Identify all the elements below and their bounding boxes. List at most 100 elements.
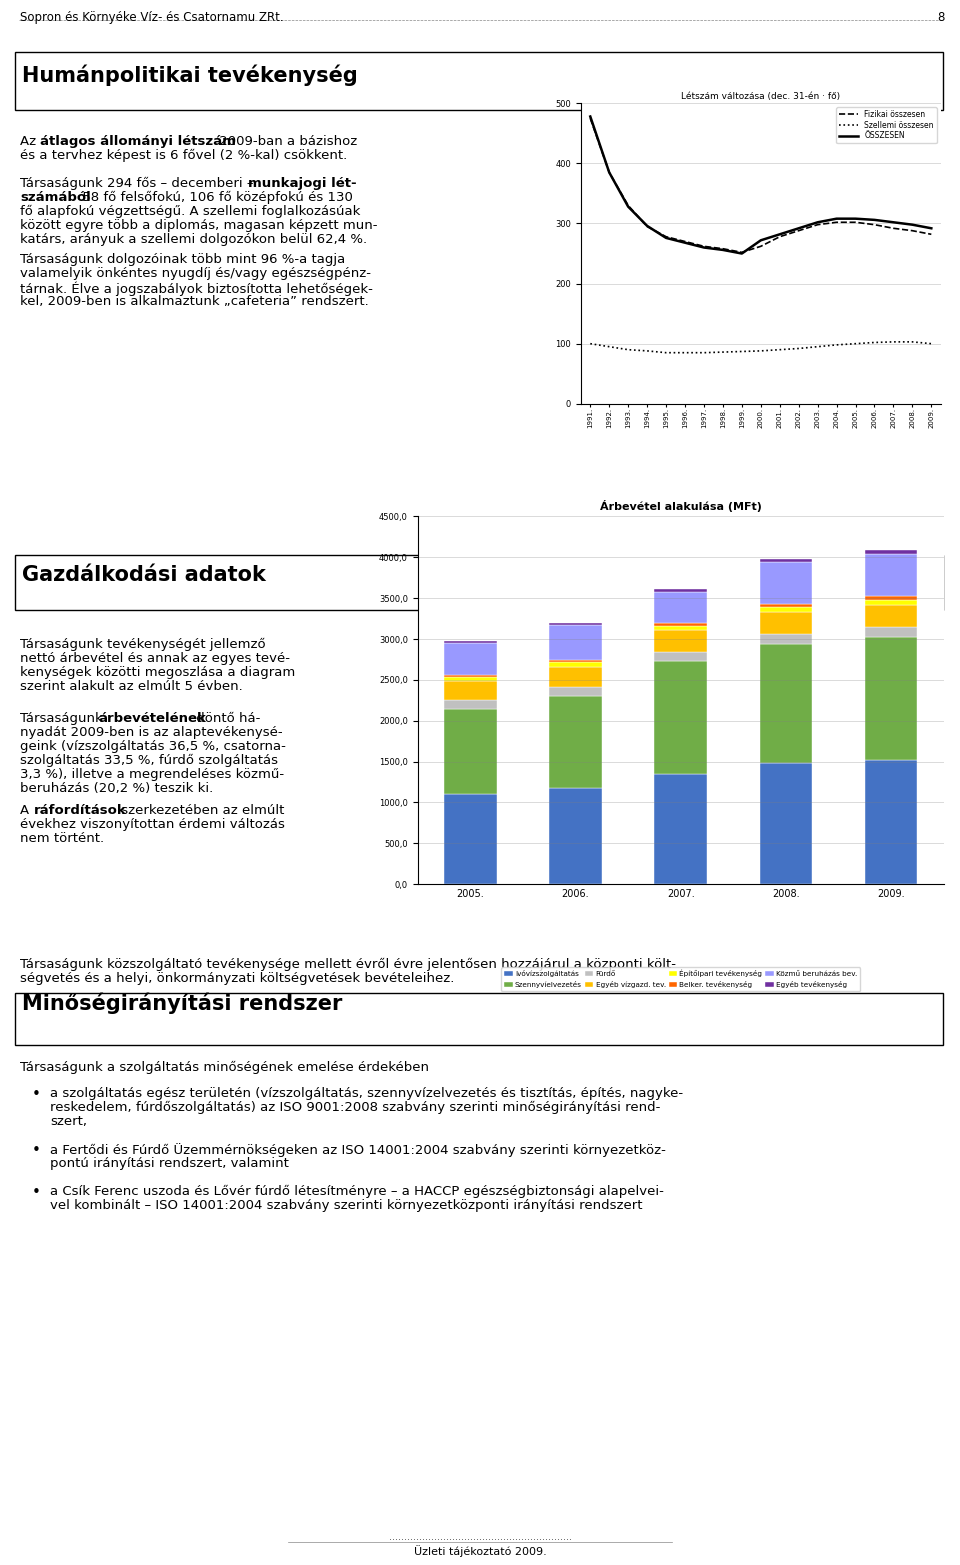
Text: Humánpolitikai tevékenység: Humánpolitikai tevékenység [22, 66, 358, 86]
Bar [549, 623, 602, 626]
Fizikai összesen [736, 243, 748, 261]
Text: fő alapfokú végzettségű. A szellemi foglalkozásúak: fő alapfokú végzettségű. A szellemi fogl… [20, 205, 360, 218]
Text: szert,: szert, [50, 1114, 87, 1128]
Szellemi összesen [604, 338, 615, 357]
Bar [655, 631, 707, 653]
Fizikai összesen [680, 232, 691, 250]
Szellemi összesen [869, 333, 880, 352]
Bar [444, 675, 496, 676]
ÖSSZESEN [850, 210, 861, 228]
Bar [655, 775, 707, 884]
Szellemi összesen [812, 338, 824, 357]
ÖSSZESEN [641, 216, 653, 235]
Text: ségvetés és a helyi, önkormányzati költségvetések bevételeihez.: ségvetés és a helyi, önkormányzati költs… [20, 972, 454, 984]
ÖSSZESEN [906, 216, 918, 235]
Fizikai összesen [717, 239, 729, 258]
Szellemi összesen [774, 340, 785, 358]
Szellemi összesen [793, 340, 804, 358]
ÖSSZESEN [736, 244, 748, 263]
Text: Társaságunk közszolgáltató tevékenysége mellett évről évre jelentősen hozzájárul: Társaságunk közszolgáltató tevékenysége … [20, 958, 676, 972]
Bar [549, 687, 602, 696]
Text: geink (vízszolgáltatás 36,5 %, csatorna-: geink (vízszolgáltatás 36,5 %, csatorna- [20, 740, 286, 753]
Text: 3,3 %), illetve a megrendeléses közmű-: 3,3 %), illetve a megrendeléses közmű- [20, 768, 284, 781]
Text: A: A [20, 804, 34, 817]
Bar [865, 549, 918, 554]
Text: Társaságunk a szolgáltatás minőségének emelése érdekében: Társaságunk a szolgáltatás minőségének e… [20, 1061, 429, 1074]
Bar [549, 660, 602, 662]
Line: Szellemi összesen: Szellemi összesen [590, 341, 931, 352]
Text: évekhez viszonyítottan érdemi változás: évekhez viszonyítottan érdemi változás [20, 818, 285, 831]
Text: szerint alakult az elmúlt 5 évben.: szerint alakult az elmúlt 5 évben. [20, 681, 243, 693]
Fizikai összesen [793, 221, 804, 239]
Line: ÖSSZESEN: ÖSSZESEN [590, 116, 931, 254]
Bar [444, 676, 496, 681]
Szellemi összesen [850, 335, 861, 354]
Text: nem történt.: nem történt. [20, 833, 104, 845]
Bar [759, 643, 812, 764]
Fizikai összesen [622, 196, 634, 214]
Text: a Fertődi és Fúrdő Üzemmérnökségeken az ISO 14001:2004 szabvány szerinti környez: a Fertődi és Fúrdő Üzemmérnökségeken az … [50, 1142, 666, 1157]
Bar [865, 628, 918, 637]
Bar [759, 559, 812, 562]
Bar [865, 761, 918, 884]
Text: 2009-ban a bázishoz: 2009-ban a bázishoz [215, 135, 357, 149]
Text: 8: 8 [938, 11, 945, 23]
Szellemi összesen [717, 343, 729, 362]
ÖSSZESEN [660, 228, 672, 247]
ÖSSZESEN [755, 232, 766, 250]
FancyBboxPatch shape [15, 994, 943, 1045]
Text: árbevételének: árbevételének [98, 712, 205, 725]
Text: Gazdálkodási adatok: Gazdálkodási adatok [22, 565, 266, 585]
Fizikai összesen [906, 221, 918, 239]
Bar [549, 626, 602, 660]
Bar [865, 637, 918, 761]
Bar [655, 623, 707, 626]
Szellemi összesen [906, 332, 918, 351]
Fizikai összesen [585, 110, 596, 128]
FancyBboxPatch shape [15, 52, 943, 110]
Bar [444, 795, 496, 884]
Text: reskedelem, fúrdőszolgáltatás) az ISO 9001:2008 szabvány szerinti minőségirányít: reskedelem, fúrdőszolgáltatás) az ISO 90… [50, 1102, 660, 1114]
Bar [865, 596, 918, 599]
Bar [444, 701, 496, 709]
Bar [655, 592, 707, 623]
Bar [759, 604, 812, 607]
Text: között egyre több a diplomás, magasan képzett mun-: között egyre több a diplomás, magasan ké… [20, 219, 377, 232]
ÖSSZESEN [717, 241, 729, 260]
Bar [444, 643, 496, 675]
Legend: Ivóvízszolgáltatás, Szennyvíelvezetés, Fürdő, Egyéb vízgazd. tev., Építőipari te: Ivóvízszolgáltatás, Szennyvíelvezetés, F… [501, 967, 860, 991]
Text: valamelyik önkéntes nyugdíj és/vagy egészségpénz-: valamelyik önkéntes nyugdíj és/vagy egés… [20, 268, 371, 280]
Text: számából: számából [20, 191, 91, 203]
Fizikai összesen [604, 163, 615, 182]
Title: Létszám változása (dec. 31-én · fő): Létszám változása (dec. 31-én · fő) [682, 92, 840, 102]
Text: nyadát 2009-ben is az alaptevékenysé-: nyadát 2009-ben is az alaptevékenysé- [20, 726, 282, 739]
Bar [444, 709, 496, 795]
Text: Üzleti tájékoztató 2009.: Üzleti tájékoztató 2009. [414, 1545, 546, 1557]
Text: döntő há-: döntő há- [192, 712, 260, 725]
Text: beruházás (20,2 %) teszik ki.: beruházás (20,2 %) teszik ki. [20, 782, 213, 795]
Fizikai összesen [925, 225, 937, 244]
Bar [759, 607, 812, 612]
Bar [655, 588, 707, 592]
Bar [759, 562, 812, 604]
ÖSSZESEN [869, 210, 880, 228]
Szellemi összesen [622, 340, 634, 358]
Szellemi összesen [660, 343, 672, 362]
ÖSSZESEN [774, 225, 785, 244]
Szellemi összesen [641, 341, 653, 360]
Text: •: • [32, 1142, 41, 1158]
Text: szerkezetében az elmúlt: szerkezetében az elmúlt [117, 804, 284, 817]
Bar [655, 626, 707, 631]
Title: Árbevétel alakulása (MFt): Árbevétel alakulása (MFt) [600, 499, 761, 512]
ÖSSZESEN [793, 219, 804, 238]
Text: kenységek közötti megoszlása a diagram: kenységek közötti megoszlása a diagram [20, 667, 296, 679]
Text: Társaságunk tevékenységét jellemző: Társaságunk tevékenységét jellemző [20, 639, 266, 651]
Bar [444, 642, 496, 643]
Bar [759, 612, 812, 634]
Szellemi összesen [736, 343, 748, 362]
Szellemi összesen [680, 343, 691, 362]
Text: pontú irányítási rendszert, valamint: pontú irányítási rendszert, valamint [50, 1157, 289, 1171]
Fizikai összesen [812, 216, 824, 235]
Fizikai összesen [641, 218, 653, 236]
ÖSSZESEN [830, 210, 842, 228]
